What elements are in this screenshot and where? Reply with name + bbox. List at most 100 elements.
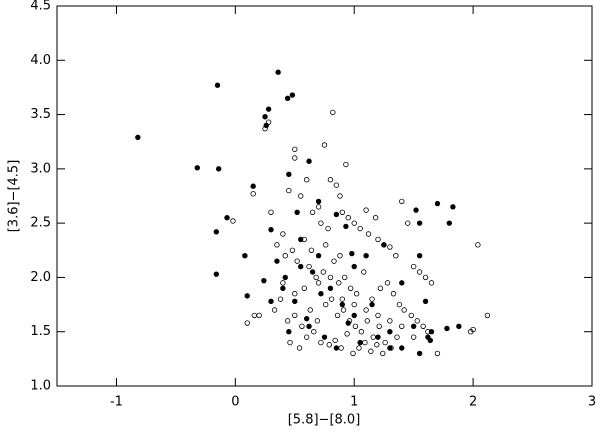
point — [387, 244, 393, 250]
point — [265, 106, 272, 112]
point — [394, 334, 400, 340]
point — [268, 226, 274, 233]
point — [345, 215, 351, 221]
point — [399, 323, 405, 329]
point — [340, 307, 347, 313]
point — [422, 298, 429, 305]
point — [214, 82, 221, 88]
point — [408, 312, 414, 319]
point — [420, 323, 426, 329]
point — [347, 285, 354, 291]
point — [337, 253, 343, 259]
point — [387, 345, 393, 351]
point — [332, 337, 338, 344]
point — [339, 209, 346, 215]
point — [336, 280, 342, 286]
point — [387, 318, 393, 324]
point — [303, 315, 310, 322]
point — [414, 318, 420, 324]
point — [325, 225, 331, 232]
point — [427, 337, 434, 344]
point — [309, 269, 316, 275]
point — [339, 296, 346, 302]
point — [456, 323, 462, 329]
point — [244, 293, 250, 299]
point — [292, 312, 298, 319]
point — [321, 334, 328, 340]
point — [387, 329, 393, 335]
plot-frame — [56, 5, 593, 387]
point — [194, 165, 200, 171]
point — [338, 345, 344, 351]
point — [363, 307, 369, 313]
point — [363, 253, 369, 259]
point — [294, 209, 300, 215]
point — [213, 271, 220, 277]
point — [358, 329, 365, 335]
point — [399, 198, 405, 205]
point — [357, 339, 363, 346]
x-tick-label: 1 — [350, 395, 358, 410]
x-tick-label: 0 — [231, 395, 239, 410]
point — [311, 329, 317, 335]
point — [306, 323, 312, 329]
point — [330, 109, 336, 116]
point — [306, 158, 312, 164]
point — [250, 191, 256, 197]
point — [268, 298, 274, 305]
point — [342, 274, 348, 281]
point — [377, 285, 384, 291]
point — [299, 323, 305, 329]
point — [396, 301, 403, 308]
x-tick-label: 3 — [588, 395, 596, 410]
point — [286, 187, 292, 194]
point — [363, 207, 369, 213]
point — [303, 177, 310, 183]
point — [215, 166, 222, 172]
point — [362, 339, 368, 346]
point — [369, 301, 375, 308]
point — [256, 312, 262, 319]
point — [351, 220, 357, 226]
point — [399, 345, 405, 351]
point — [381, 242, 387, 248]
point — [275, 69, 281, 75]
point — [349, 250, 355, 257]
point — [306, 263, 312, 270]
point — [280, 231, 286, 237]
point — [333, 211, 340, 218]
point — [135, 134, 141, 141]
point — [446, 220, 453, 226]
point — [284, 318, 291, 324]
point — [356, 345, 362, 351]
point — [382, 339, 388, 346]
point — [298, 193, 304, 199]
point — [352, 323, 359, 329]
point — [315, 280, 322, 286]
point — [422, 274, 429, 281]
point — [344, 331, 350, 337]
point — [262, 114, 268, 120]
point — [416, 350, 423, 357]
point — [333, 182, 340, 188]
point — [357, 225, 363, 232]
point — [351, 312, 357, 319]
point — [250, 183, 256, 189]
x-tick-label: 2 — [469, 395, 477, 410]
point — [327, 274, 334, 281]
point — [416, 220, 423, 226]
point — [318, 220, 324, 226]
point — [292, 298, 298, 305]
point — [326, 342, 332, 348]
point — [277, 296, 284, 302]
point — [339, 301, 346, 308]
point — [242, 253, 248, 259]
point — [309, 209, 316, 215]
point — [334, 312, 341, 319]
point — [351, 263, 357, 270]
point — [318, 291, 324, 297]
y-tick-label: 3.5 — [30, 107, 51, 122]
point — [401, 307, 407, 313]
point — [294, 258, 300, 264]
